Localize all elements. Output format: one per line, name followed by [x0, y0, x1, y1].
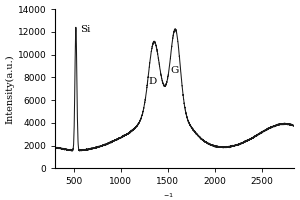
Text: $^{-1}$: $^{-1}$: [163, 193, 173, 200]
Y-axis label: Intensity(a.u.): Intensity(a.u.): [6, 54, 15, 124]
Text: Si: Si: [80, 25, 90, 34]
Text: D: D: [149, 77, 157, 86]
Text: G: G: [171, 66, 179, 75]
